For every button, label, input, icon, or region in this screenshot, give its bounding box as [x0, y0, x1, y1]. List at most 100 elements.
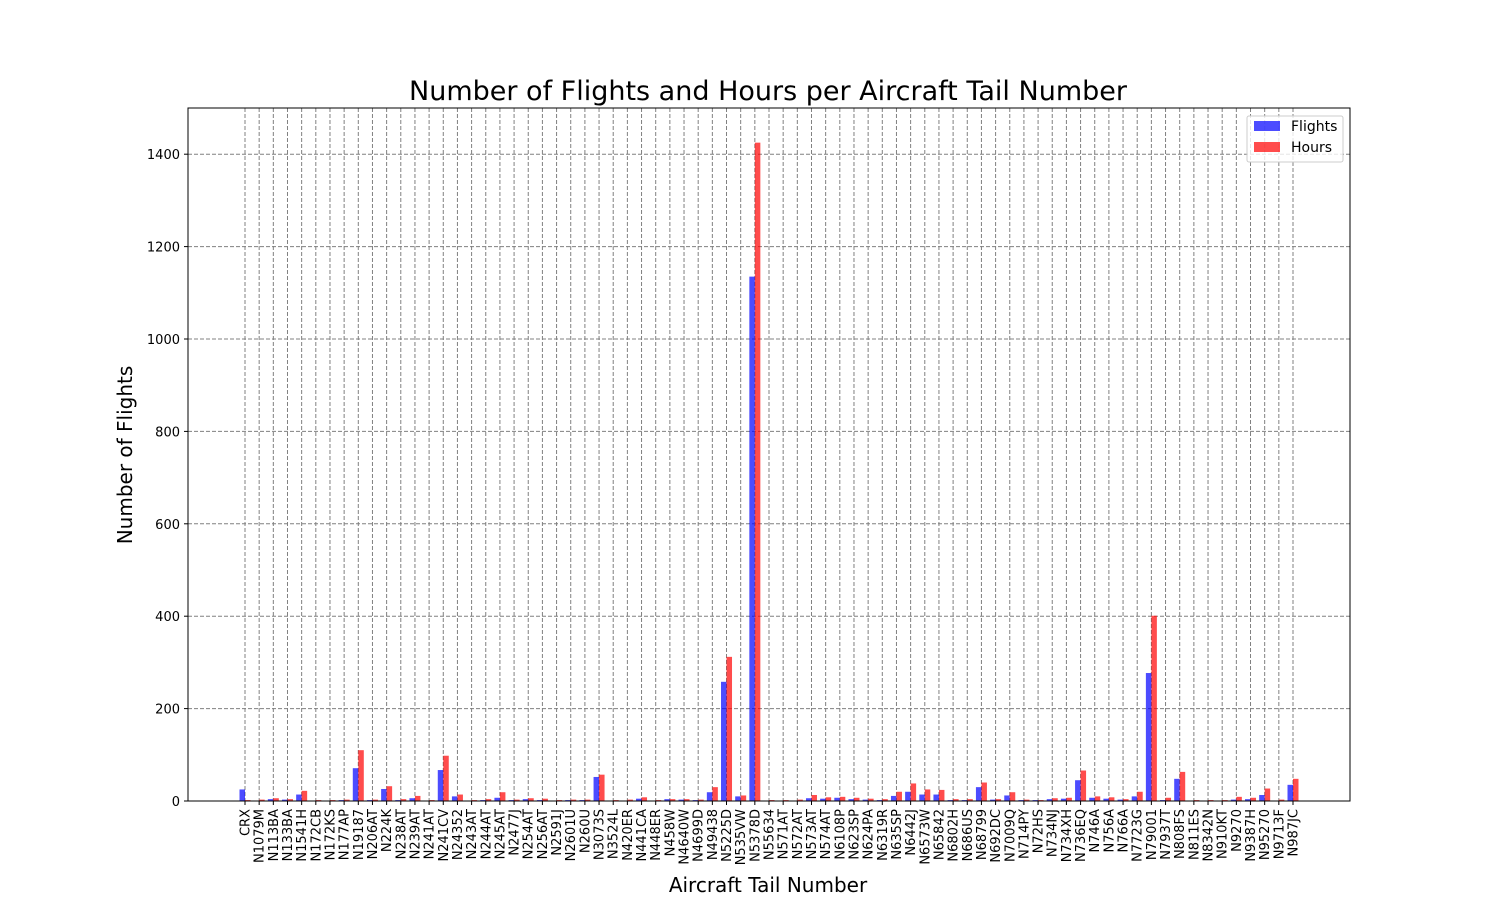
x-tick-label: N808FS [1173, 809, 1188, 859]
bar-hours [1123, 799, 1129, 801]
bar-hours [797, 799, 803, 801]
x-tick-label: N420ER [621, 809, 636, 861]
x-tick-label: N3073S [593, 809, 608, 860]
bar-flights [834, 797, 840, 801]
bar-hours [754, 142, 761, 801]
x-tick-label: N714PY [1017, 809, 1032, 859]
bar-flights [1287, 784, 1293, 801]
x-tick-label: N574AT [819, 809, 834, 859]
bar-flights [1259, 794, 1265, 801]
bar-flights [678, 799, 685, 801]
bar-hours [584, 799, 591, 801]
bar-hours [301, 790, 308, 801]
bar-hours [273, 798, 279, 801]
x-tick-label: N260U [578, 809, 593, 853]
bar-hours [811, 794, 817, 801]
x-tick-label: N910KT [1216, 809, 1231, 859]
y-tick-label: 800 [155, 425, 180, 440]
bar-flights [919, 794, 925, 801]
bar-hours [627, 799, 633, 801]
bar-hours [1080, 770, 1087, 801]
bar-flights [862, 799, 869, 801]
x-tick-label: N241AT [423, 809, 438, 859]
y-tick-label: 200 [155, 703, 180, 718]
bar-flights [1075, 780, 1081, 801]
x-tick-label: N448ER [649, 809, 664, 861]
x-tick-label: N245AT [493, 809, 508, 859]
bar-hours [1052, 798, 1058, 801]
bar-flights [296, 794, 302, 801]
x-tick-label: N68799 [975, 809, 990, 860]
bar-hours [457, 794, 463, 801]
bar-hours [924, 789, 931, 801]
x-tick-label: N635SP [890, 809, 905, 860]
x-tick-label: N6802H [947, 809, 962, 862]
bar-flights [1046, 799, 1053, 801]
x-tick-label: N113BA [267, 809, 282, 861]
x-tick-label: N238AT [394, 809, 409, 859]
x-tick-label: N5225D [720, 809, 735, 862]
bar-hours [712, 787, 718, 801]
x-axis: CRX N1079M N113BA N133BA N1541H N172CB N172KS N… [239, 801, 1302, 865]
x-tick-label: N9270 [1230, 809, 1245, 852]
x-tick-label: N206AT [366, 809, 381, 859]
bar-hours [1236, 796, 1242, 801]
x-tick-label: N987JC [1287, 809, 1302, 856]
bar-flights [1245, 799, 1251, 801]
x-tick-label: N172KS [323, 809, 338, 860]
bar-hours [542, 798, 548, 801]
bar-hours [259, 799, 265, 801]
bar-flights [352, 768, 359, 801]
x-tick-label: N49438 [706, 809, 721, 860]
bar-flights [990, 799, 996, 801]
legend-label-flights: Flights [1291, 119, 1337, 135]
bar-hours [1250, 797, 1257, 801]
x-tick-label: N256AT [536, 809, 551, 859]
x-tick-label: N239AT [408, 809, 423, 859]
bar-flights [664, 799, 670, 801]
y-tick-label: 1400 [147, 148, 180, 163]
y-tick-label: 600 [155, 518, 180, 533]
bar-hours [358, 750, 364, 801]
x-tick-label: N6573W [918, 809, 933, 865]
x-tick-label: N1079M [253, 809, 268, 863]
x-tick-label: N9713F [1272, 809, 1287, 859]
bar-hours [414, 795, 421, 801]
x-tick-label: N244AT [479, 809, 494, 859]
bar-flights [409, 798, 415, 801]
x-tick-label: N224K [380, 809, 395, 853]
bar-hours [514, 799, 520, 801]
bar-flights [848, 799, 854, 801]
bar-hours [1165, 797, 1172, 801]
x-tick-label: N177AP [338, 809, 353, 860]
bar-flights [267, 799, 274, 801]
bar-hours [386, 786, 393, 801]
bar-flights [735, 796, 741, 801]
bar-hours [910, 783, 917, 801]
x-tick-label: N65842 [932, 809, 947, 860]
bar-flights [905, 791, 911, 801]
x-tick-label: N2591J [550, 809, 565, 856]
x-tick-label: N624PA [862, 809, 877, 860]
bar-flights [593, 776, 600, 801]
x-tick-label: N458W [663, 809, 678, 857]
chart-title: Number of Flights and Hours per Aircraft… [409, 76, 1128, 107]
bar-hours [1179, 771, 1186, 801]
x-tick-label: N4699D [692, 809, 707, 862]
bar-hours [344, 799, 350, 801]
bar-hours [499, 792, 506, 801]
bars [239, 142, 1299, 801]
bar-flights [1230, 799, 1237, 801]
x-tick-label: N4640W [678, 809, 693, 865]
bar-hours [1264, 788, 1271, 801]
bar-hours [1293, 778, 1299, 801]
bar-hours [938, 789, 945, 801]
bar-hours [400, 799, 407, 801]
x-tick-label: N2477J [508, 809, 523, 856]
x-tick-label: N8342N [1202, 809, 1217, 862]
bar-hours [1023, 799, 1030, 801]
bar-flights [706, 792, 713, 801]
bar-flights [494, 797, 500, 801]
x-tick-label: N7009Q [1003, 809, 1018, 862]
bar-flights [721, 681, 727, 801]
